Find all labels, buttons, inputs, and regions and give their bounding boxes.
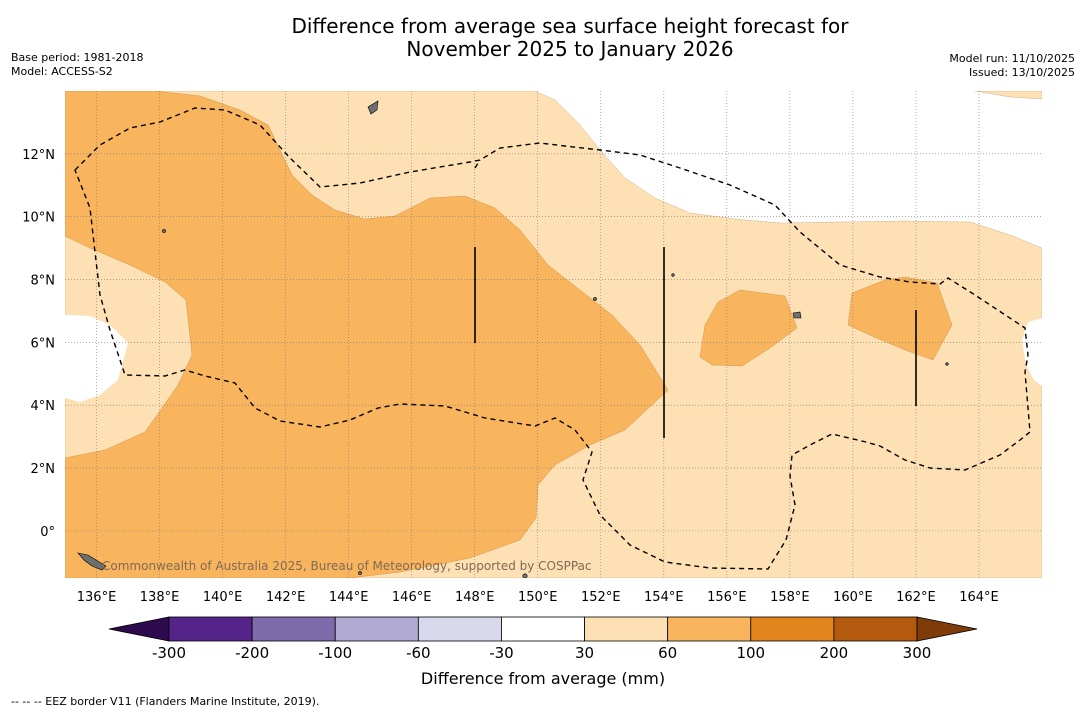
anomaly-region-60-100-main (65, 91, 669, 578)
colorbar-tick-label: -30 (489, 644, 514, 662)
title-line-2: November 2025 to January 2026 (406, 37, 734, 61)
island-pohnpei (792, 311, 802, 319)
latitude-tick-label: 2°N (31, 462, 56, 477)
colorbar-tick-label: -60 (406, 644, 431, 662)
longitude-tick-label: 148°E (455, 590, 495, 605)
latitude-labels: 12°N 10°N 8°N 6°N 4°N 2°N 0° (22, 148, 55, 540)
eez-border-pohnpei-split (474, 159, 481, 169)
colorbar-tick-label: 200 (820, 644, 849, 662)
longitude-tick-label: 136°E (77, 590, 117, 605)
island-guam (367, 100, 379, 115)
longitude-tick-label: 144°E (329, 590, 369, 605)
islands (77, 100, 949, 578)
map-panel: Commonwealth of Australia 2025, Bureau o… (65, 91, 1042, 578)
anomaly-region-near-zero-ne (974, 91, 1042, 100)
island-f (358, 571, 362, 575)
base-period-label: Base period: 1981-2018 (11, 51, 144, 64)
colorbar-label: Difference from average (mm) (421, 669, 665, 688)
latitude-tick-label: 4°N (31, 399, 56, 414)
longitude-tick-label: 158°E (770, 590, 810, 605)
colorbar-cell (251, 616, 336, 642)
model-run-label: Model run: 11/10/2025 (949, 52, 1075, 65)
colorbar-tick-label: 60 (658, 644, 677, 662)
latitude-tick-label: 6°N (31, 336, 56, 351)
colorbar-tick-label: -300 (152, 644, 186, 662)
longitude-tick-label: 142°E (266, 590, 306, 605)
longitude-tick-label: 164°E (959, 590, 999, 605)
latitude-tick-label: 12°N (22, 148, 55, 163)
longitude-tick-label: 154°E (644, 590, 684, 605)
colorbar-tick-label: 300 (903, 644, 932, 662)
colorbar-cell (334, 616, 419, 642)
meta-right: Model run: 11/10/2025 Issued: 13/10/2025 (949, 52, 1075, 80)
longitude-tick-label: 140°E (203, 590, 243, 605)
colorbar-over-arrow (916, 616, 978, 642)
island-png-north (77, 552, 107, 571)
longitude-labels: 136°E 138°E 140°E 142°E 144°E 146°E 148°E 150°E… (77, 590, 999, 605)
colorbar-cell (667, 616, 752, 642)
longitude-tick-label: 152°E (581, 590, 621, 605)
latitude-tick-label: 8°N (31, 274, 56, 289)
island-a (162, 229, 166, 233)
copyright-text: Commonwealth of Australia 2025, Bureau o… (102, 559, 592, 573)
colorbar-under-arrow (108, 616, 170, 642)
colorbar-cell (833, 616, 918, 642)
island-e (522, 573, 528, 578)
meta-left: Base period: 1981-2018 Model: ACCESS-S2 (11, 51, 143, 79)
title-line-1: Difference from average sea surface heig… (291, 14, 849, 38)
eez-border-fsm (74, 107, 1031, 570)
longitude-tick-label: 146°E (392, 590, 432, 605)
island-d (945, 362, 949, 366)
colorbar: -300 -200 -100 -60 -30 30 60 100 200 300 Differen… (108, 616, 978, 688)
map-title: Difference from average sea surface heig… (0, 15, 1085, 61)
issued-label: Issued: 13/10/2025 (968, 66, 1075, 79)
model-label: Model: ACCESS-S2 (11, 65, 113, 78)
island-b (593, 297, 597, 301)
eez-footnote: -- -- -- EEZ border V11 (Flanders Marine… (11, 695, 320, 708)
colorbar-cell (168, 616, 253, 642)
longitude-tick-label: 160°E (833, 590, 873, 605)
colorbar-cell (417, 616, 502, 642)
colorbar-cell (750, 616, 835, 642)
colorbar-cell (584, 616, 669, 642)
longitude-tick-label: 156°E (707, 590, 747, 605)
colorbar-tick-label: -200 (235, 644, 269, 662)
anomaly-region-60-100-east-b (847, 276, 953, 361)
colorbar-cell (501, 616, 585, 642)
latitude-tick-label: 0° (40, 525, 55, 540)
graticule (65, 91, 1042, 578)
latitude-tick-label: 10°N (22, 211, 55, 226)
longitude-tick-label: 150°E (518, 590, 558, 605)
longitude-tick-label: 162°E (896, 590, 936, 605)
anomaly-region-60-100-east-a (699, 289, 798, 367)
colorbar-tick-label: -100 (318, 644, 352, 662)
colorbar-tick-label: 100 (736, 644, 765, 662)
anomaly-region-near-zero-east (1022, 318, 1042, 386)
longitude-tick-label: 138°E (140, 590, 180, 605)
longitude-markers (474, 247, 917, 438)
island-c (671, 273, 675, 277)
colorbar-tick-label: 30 (575, 644, 594, 662)
